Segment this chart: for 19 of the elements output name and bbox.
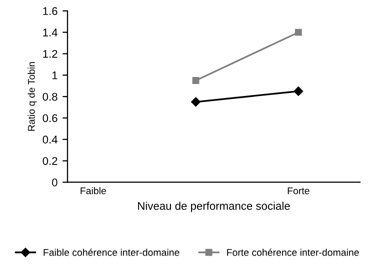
- point: [191, 97, 200, 107]
- y-tick-label: 0.2: [42, 157, 58, 165]
- point: [294, 28, 302, 36]
- x-axis-title: Niveau de performance sociale: [138, 202, 290, 212]
- y-tick-label: 1.6: [43, 7, 58, 16]
- y-tick-label: 0.4: [42, 136, 58, 144]
- y-tick-label: 1.2: [43, 50, 58, 58]
- y-tick-label: 1.4: [43, 28, 58, 36]
- y-tick-label: 0.8: [42, 92, 58, 101]
- legend-label: Faible cohérence inter-domaine: [44, 248, 180, 256]
- x-tick-label: Forte: [288, 187, 310, 194]
- y-axis-title: Ratio q de Tobin: [28, 62, 37, 131]
- x-tick-label: Faible: [80, 187, 106, 194]
- y-tick-label: 0.6: [42, 114, 58, 122]
- y-tick-label: 0: [52, 178, 58, 186]
- point: [192, 77, 200, 84]
- point: [294, 86, 304, 96]
- legend-label: Forte cohérence inter-domaine: [227, 248, 359, 256]
- y-tick-label: 1: [52, 72, 58, 80]
